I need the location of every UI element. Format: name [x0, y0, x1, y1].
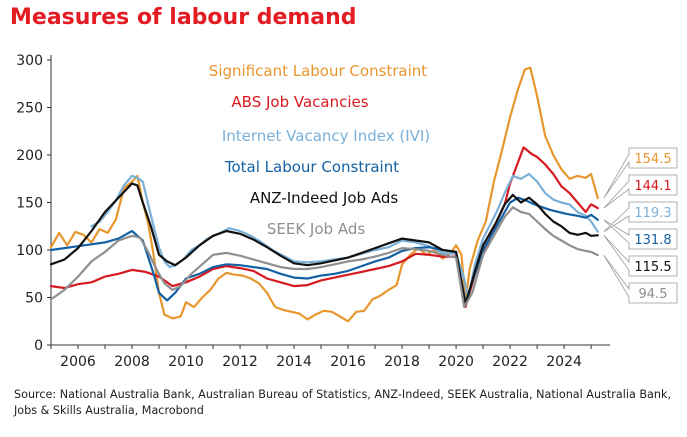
x-tick-label: 2014 — [276, 354, 312, 370]
x-tick-label: 2006 — [60, 354, 96, 370]
end-value-callout-3 — [603, 201, 678, 233]
series-line-5 — [49, 182, 599, 307]
x-tick-label: 2012 — [222, 354, 258, 370]
y-tick-label: 50 — [25, 291, 43, 307]
legend-label-5: ANZ-Indeed Job Ads — [250, 189, 399, 207]
chart-title: Measures of labour demand — [10, 5, 357, 30]
series-line-6 — [49, 206, 599, 309]
y-tick-label: 300 — [16, 53, 43, 69]
legend-label-4: Total Labour Constraint — [224, 158, 399, 176]
legend-label-6: SEEK Job Ads — [267, 220, 365, 238]
y-tick-label: 0 — [34, 338, 43, 354]
end-value-label-2: 144.1 — [634, 179, 671, 194]
end-value-callout-2 — [603, 174, 678, 209]
source-note: Source: National Australia Bank, Austral… — [14, 388, 672, 417]
legend-label-1: Significant Labour Constraint — [209, 62, 428, 80]
end-value-callout-5 — [603, 235, 678, 277]
end-value-label-5: 115.5 — [634, 260, 671, 275]
end-value-callout-4 — [603, 219, 678, 250]
y-tick-label: 150 — [16, 196, 43, 212]
end-value-label-4: 131.8 — [634, 233, 671, 248]
x-tick-label: 2022 — [492, 354, 528, 370]
series-line-4 — [49, 196, 599, 304]
legend-label-3: Internet Vacancy Index (IVI) — [222, 127, 430, 145]
end-value-label-6: 94.5 — [639, 287, 668, 302]
series-line-2 — [49, 146, 599, 309]
end-value-label-3: 119.3 — [634, 206, 671, 221]
x-tick-label: 2010 — [168, 354, 204, 370]
x-tick-label: 2024 — [546, 354, 582, 370]
x-tick-label: 2020 — [438, 354, 474, 370]
y-tick-label: 100 — [16, 243, 43, 259]
x-tick-label: 2018 — [384, 354, 420, 370]
legend-label-2: ABS Job Vacancies — [231, 93, 368, 111]
end-value-label-1: 154.5 — [634, 152, 671, 167]
x-tick-label: 2008 — [114, 354, 150, 370]
end-value-callout-1 — [603, 147, 678, 199]
y-tick-label: 200 — [16, 148, 43, 164]
x-tick-label: 2016 — [330, 354, 366, 370]
end-value-callout-6 — [603, 254, 678, 304]
series-line-3 — [90, 172, 599, 299]
y-tick-label: 250 — [16, 101, 43, 117]
